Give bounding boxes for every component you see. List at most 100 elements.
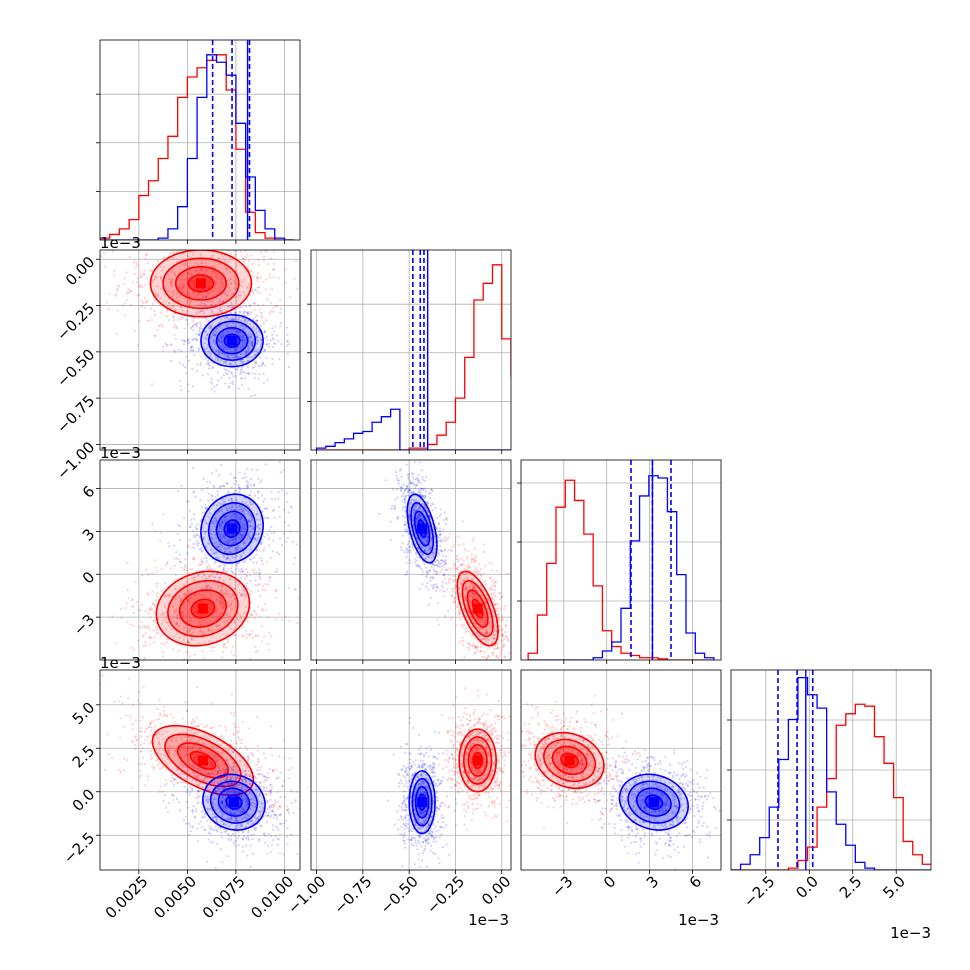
scatter-point: [460, 577, 463, 580]
scatter-point: [493, 634, 496, 637]
scatter-point: [493, 588, 496, 592]
scatter-point: [438, 533, 441, 536]
scatter-point: [294, 588, 298, 591]
scatter-point: [164, 582, 167, 585]
scatter-point: [251, 613, 254, 617]
scatter-point: [438, 527, 442, 530]
scatter-point: [259, 557, 262, 560]
scatter-point: [232, 541, 235, 544]
scatter-point: [148, 319, 151, 322]
scatter-point: [407, 532, 411, 536]
scatter-point: [240, 320, 243, 323]
scatter-point: [493, 603, 496, 606]
scatter-point: [141, 716, 144, 719]
scatter-point: [502, 635, 505, 638]
scatter-point: [468, 642, 471, 645]
scatter-point: [173, 333, 176, 337]
scatter-point: [451, 569, 454, 572]
scatter-point: [207, 568, 210, 571]
scatter-point: [416, 477, 419, 480]
scatter-point: [195, 325, 198, 328]
scatter-point: [178, 259, 181, 262]
scatter-point: [251, 518, 254, 521]
scatter-point: [175, 325, 178, 328]
scatter-point: [221, 545, 224, 548]
scatter-point: [200, 505, 204, 508]
scatter-point: [403, 500, 406, 503]
scatter-point: [219, 589, 222, 592]
scatter-point: [473, 622, 476, 625]
scatter-point: [409, 489, 412, 492]
scatter-point: [181, 287, 184, 290]
scatter-point: [453, 574, 456, 577]
scatter-point: [244, 605, 247, 608]
scatter-point: [218, 724, 221, 727]
scatter-point: [443, 590, 446, 593]
scatter-point: [494, 603, 497, 606]
scatter-point: [232, 318, 235, 321]
scatter-point: [216, 242, 218, 244]
scatter-point: [439, 549, 442, 552]
scatter-point: [223, 345, 226, 348]
scatter-point: [497, 592, 501, 595]
scatter-point: [433, 569, 436, 573]
scatter-point: [179, 560, 182, 563]
scatter-point: [257, 634, 260, 637]
scatter-point: [122, 769, 125, 772]
scatter-point: [174, 588, 177, 591]
scatter-point: [126, 620, 129, 623]
scatter-point: [399, 485, 402, 488]
scatter-point: [410, 472, 413, 475]
scatter-point: [403, 516, 406, 519]
scatter-point: [471, 609, 474, 612]
scatter-point: [270, 301, 273, 305]
scatter-point: [280, 343, 283, 346]
scatter-point: [411, 520, 414, 523]
scatter-point: [131, 786, 134, 790]
scatter-point: [460, 624, 464, 627]
scatter-point: [224, 298, 228, 301]
scatter-point: [268, 273, 271, 276]
scatter-point: [197, 822, 201, 825]
scatter-point: [419, 521, 422, 524]
scatter-point: [244, 476, 247, 479]
scatter-point: [185, 500, 188, 503]
scatter-point: [404, 510, 407, 513]
scatter-point: [106, 733, 109, 736]
scatter-point: [173, 544, 176, 547]
scatter-point: [236, 549, 239, 552]
scatter-point: [273, 330, 276, 333]
scatter-point: [192, 279, 196, 282]
scatter-point: [175, 622, 178, 625]
scatter-point: [140, 304, 143, 308]
scatter-point: [246, 504, 249, 507]
scatter-point: [408, 515, 411, 518]
scatter-point: [268, 276, 271, 279]
scatter-point: [214, 609, 217, 613]
scatter-point: [213, 552, 216, 555]
scatter-point: [233, 280, 236, 283]
scatter-point: [185, 372, 188, 375]
scatter-point: [229, 559, 232, 562]
scatter-point: [256, 715, 259, 718]
scatter-point: [204, 591, 207, 594]
scatter-point: [514, 658, 516, 660]
scatter-point: [213, 530, 216, 534]
scatter-point: [464, 594, 468, 597]
scatter-point: [226, 291, 229, 294]
scatter-point: [390, 507, 393, 510]
scatter-point: [220, 591, 223, 594]
scatter-point: [199, 315, 202, 318]
scatter-point: [142, 625, 145, 628]
scatter-point: [202, 536, 205, 539]
scatter-point: [196, 338, 199, 341]
scatter-point: [424, 494, 427, 497]
scatter-point: [229, 278, 232, 281]
scatter-point: [163, 255, 166, 258]
scatter-point: [419, 506, 422, 509]
scatter-point: [213, 312, 216, 315]
scatter-point: [417, 479, 420, 482]
scatter-point: [472, 570, 476, 573]
scatter-point: [219, 600, 222, 603]
scatter-point: [248, 525, 251, 528]
